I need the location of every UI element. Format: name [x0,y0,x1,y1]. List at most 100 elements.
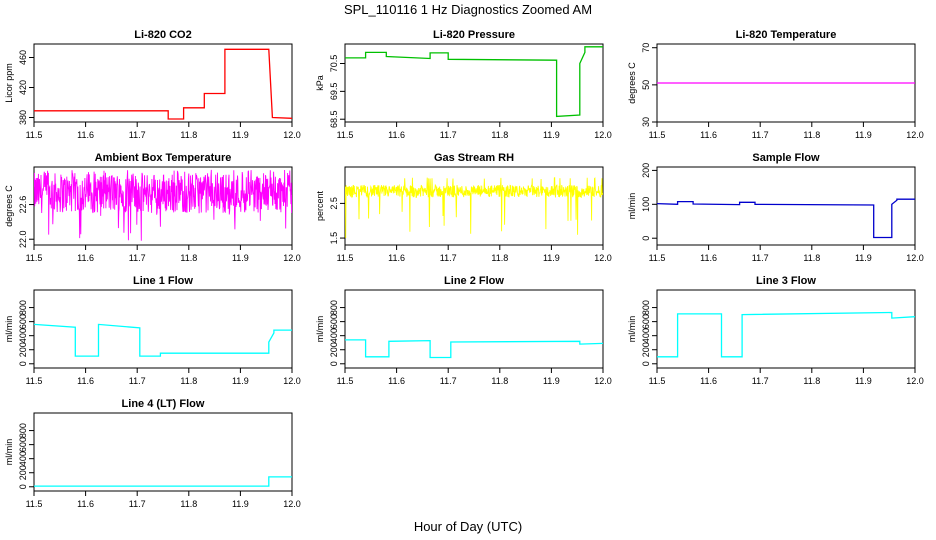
y-axis: 380 420 460 [18,50,34,125]
y-tick-label: 420 [18,80,28,95]
x-tick-label: 12.0 [594,130,612,140]
y-tick-label: 0 [329,361,339,366]
x-tick-label: 11.7 [129,376,146,386]
y-tick-label: 600 [18,437,28,452]
x-tick-label: 12.0 [594,253,612,263]
y-tick-label: 22.6 [18,196,28,214]
plot-frame [656,289,916,369]
x-tick-label: 12.0 [283,499,301,509]
x-tick-label: 11.7 [129,253,146,263]
y-tick-label: 800 [641,300,651,315]
y-tick-label: 800 [329,300,339,315]
y-axis: 0 100 200 [641,163,657,241]
y-axis: 1.5 2.5 [329,197,345,244]
x-tick-label: 11.8 [803,130,820,140]
panel-title: Li-820 CO2 [134,29,191,41]
x-tick-label: 11.5 [26,253,43,263]
x-tick-label: 11.5 [649,253,666,263]
series-line [345,339,603,359]
x-tick-label: 11.5 [26,130,43,140]
panel-6: Sample Flow 11.5 11.6 11.7 11.8 11.9 12.0 0 100 2… [627,152,924,263]
x-tick-label: 11.6 [77,376,94,386]
x-tick-label: 12.0 [283,376,301,386]
x-tick-label: 11.8 [180,130,197,140]
y-axis-label: ml/min [4,439,14,466]
x-tick-label: 11.8 [180,253,197,263]
x-axis: 11.5 11.6 11.7 11.8 11.9 12.0 [649,245,924,263]
plot-frame [33,412,293,492]
plot-frame [33,289,293,369]
y-tick-label: 0 [18,361,28,366]
y-tick-label: 400 [18,451,28,466]
y-tick-label: 460 [18,50,28,65]
y-axis-label: degrees C [627,62,637,104]
x-tick-label: 11.8 [491,130,508,140]
panel-title: Line 3 Flow [756,275,816,287]
y-axis-label: Licor ppm [4,63,14,103]
panel-1: Li-820 CO2 11.5 11.6 11.7 11.8 11.9 12.0 380 420… [4,29,301,140]
y-tick-label: 68.5 [329,110,339,128]
x-tick-label: 11.5 [337,253,354,263]
panel-title: Li-820 Temperature [736,29,837,41]
y-tick-label: 200 [18,465,28,480]
plot-frame [344,289,604,369]
x-tick-label: 11.8 [491,376,508,386]
y-tick-label: 800 [18,423,28,438]
panel-title: Gas Stream RH [434,152,514,164]
y-axis-label: degrees C [4,185,14,227]
y-tick-label: 200 [641,163,651,178]
y-tick-label: 30 [641,117,651,127]
x-tick-label: 11.9 [543,376,560,386]
x-tick-label: 11.7 [440,376,457,386]
panel-title: Ambient Box Temperature [95,152,232,164]
panel-title: Line 2 Flow [444,275,504,287]
y-tick-label: 400 [329,328,339,343]
panel-8: Line 2 Flow 11.5 11.6 11.7 11.8 11.9 12.0 0 2004… [315,275,612,386]
x-tick-label: 11.8 [803,376,820,386]
y-tick-label: 2.5 [329,197,339,210]
x-tick-label: 11.9 [543,253,560,263]
x-tick-label: 11.7 [752,376,769,386]
y-axis-label: percent [315,190,325,221]
y-tick-label: 600 [329,314,339,329]
y-tick-label: 400 [18,328,28,343]
y-tick-label: 69.5 [329,83,339,101]
x-tick-label: 11.5 [337,376,354,386]
series-line [345,176,603,239]
y-tick-label: 380 [18,110,28,125]
panels-grid: Li-820 CO2 11.5 11.6 11.7 11.8 11.9 12.0 380 420… [4,29,924,509]
y-tick-label: 200 [641,342,651,357]
x-tick-label: 11.9 [855,376,872,386]
y-axis: 68.5 69.5 70.5 [329,55,345,128]
x-tick-label: 11.6 [700,253,717,263]
x-tick-label: 11.7 [752,130,769,140]
y-tick-label: 400 [641,328,651,343]
y-axis-label: ml/min [315,316,325,343]
y-tick-label: 800 [18,300,28,315]
y-axis: 22.0 22.6 [18,196,34,248]
series-line [657,198,915,239]
x-axis: 11.5 11.6 11.7 11.8 11.9 12.0 [26,368,301,386]
x-axis: 11.5 11.6 11.7 11.8 11.9 12.0 [26,491,301,509]
x-tick-label: 11.5 [337,130,354,140]
y-tick-label: 50 [641,80,651,90]
x-tick-label: 12.0 [906,376,924,386]
panel-title: Sample Flow [752,152,820,164]
panel-5: Gas Stream RH 11.5 11.6 11.7 11.8 11.9 12.0 1.5… [315,152,612,263]
panel-9: Line 3 Flow 11.5 11.6 11.7 11.8 11.9 12.0 0 2004… [627,275,924,386]
x-tick-label: 11.6 [700,130,717,140]
x-tick-label: 11.9 [232,130,249,140]
y-axis-label: ml/min [627,316,637,343]
y-axis-label: ml/min [627,193,637,220]
y-tick-label: 100 [641,197,651,212]
x-tick-label: 11.5 [26,499,43,509]
x-axis: 11.5 11.6 11.7 11.8 11.9 12.0 [337,122,612,140]
x-axis: 11.5 11.6 11.7 11.8 11.9 12.0 [649,122,924,140]
x-axis: 11.5 11.6 11.7 11.8 11.9 12.0 [26,122,301,140]
x-tick-label: 11.6 [77,499,94,509]
y-axis-label: ml/min [4,316,14,343]
